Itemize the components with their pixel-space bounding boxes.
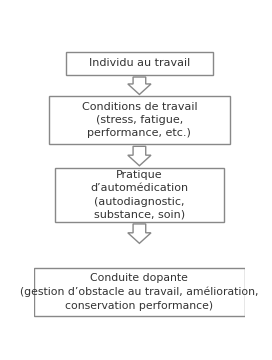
FancyBboxPatch shape (66, 51, 213, 75)
Text: Conditions de travail
(stress, fatigue,
performance, etc.): Conditions de travail (stress, fatigue, … (82, 102, 197, 138)
Polygon shape (128, 146, 151, 166)
Polygon shape (128, 77, 151, 94)
Text: Individu au travail: Individu au travail (89, 58, 190, 68)
Text: Conduite dopante
(gestion d’obstacle au travail, amélioration,
conservation perf: Conduite dopante (gestion d’obstacle au … (20, 274, 259, 311)
Polygon shape (128, 224, 151, 243)
FancyBboxPatch shape (34, 268, 245, 316)
FancyBboxPatch shape (55, 168, 224, 222)
Text: Pratique
d’automédication
(autodiagnostic,
substance, soin): Pratique d’automédication (autodiagnosti… (90, 170, 188, 220)
FancyBboxPatch shape (49, 96, 230, 144)
